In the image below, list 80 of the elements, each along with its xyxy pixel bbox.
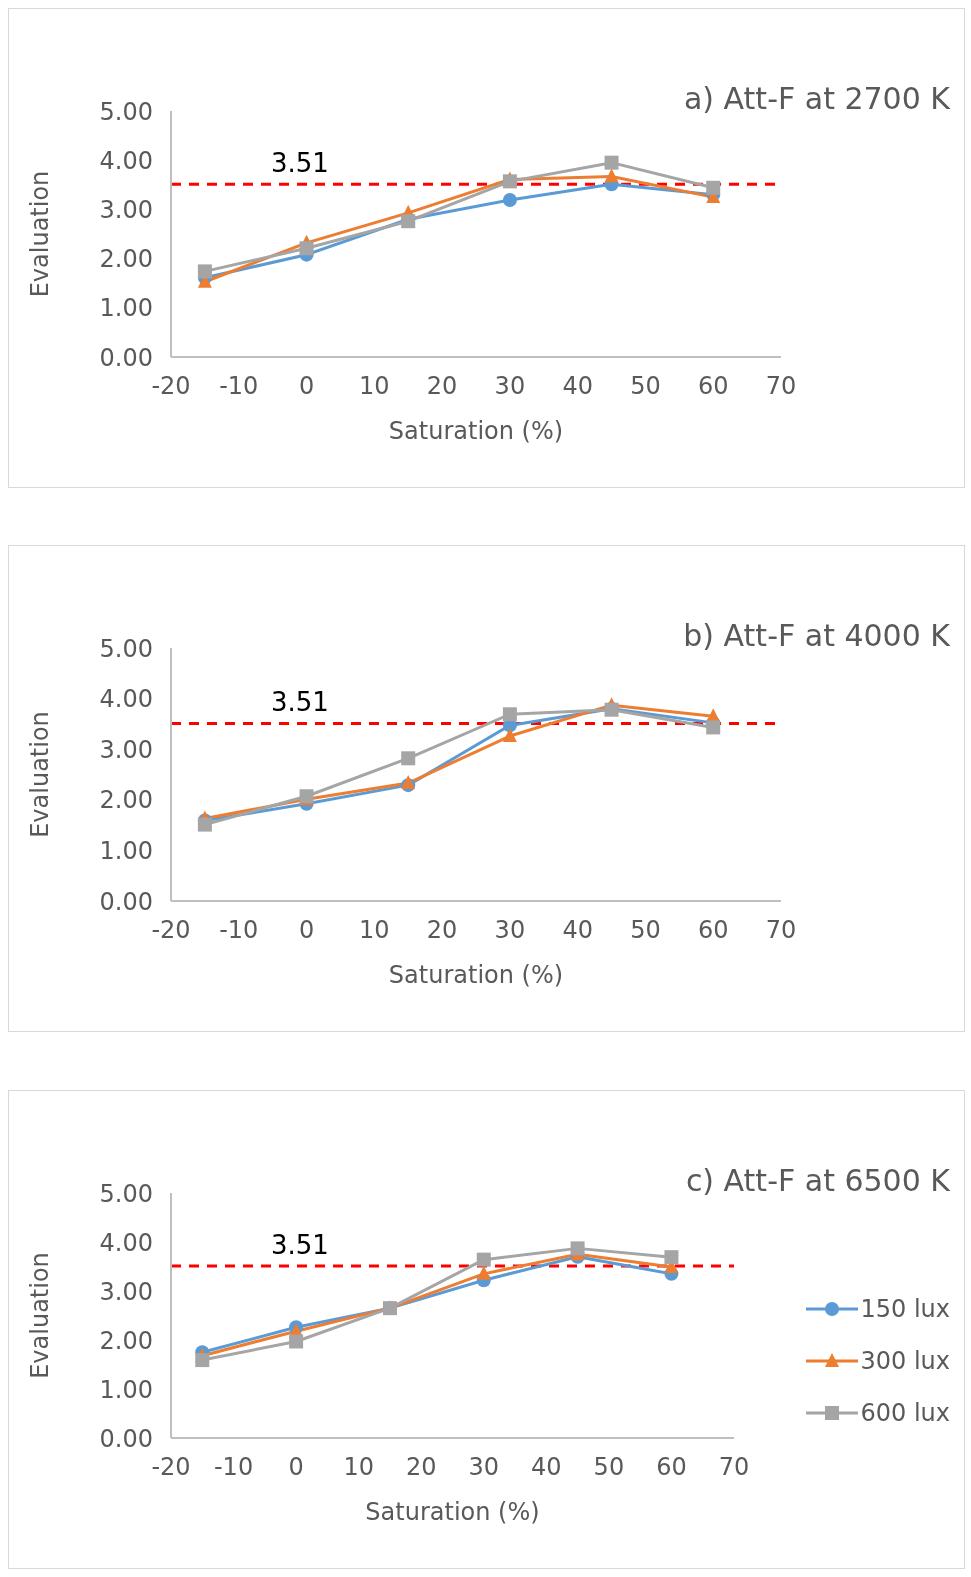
x-tick-label: 40 xyxy=(562,916,593,945)
legend-label: 300 lux xyxy=(860,1347,950,1375)
point xyxy=(476,1265,491,1280)
x-tick-label: 20 xyxy=(405,1453,437,1482)
point xyxy=(604,168,619,183)
y-tick-label: 2.00 xyxy=(99,1326,153,1355)
x-tick-label: 10 xyxy=(343,1453,374,1482)
x-tick-label: 0 xyxy=(288,1453,304,1482)
point xyxy=(195,1353,210,1368)
x-tick-label: -10 xyxy=(219,916,259,945)
chart-title: a) Att-F at 2700 K xyxy=(683,81,950,116)
legend-label: 150 lux xyxy=(860,1295,950,1323)
y-axis-title: Evaluation xyxy=(25,170,54,298)
x-tick-label: 20 xyxy=(426,916,458,945)
x-tick-label: -20 xyxy=(151,372,191,401)
x-tick-label: 40 xyxy=(531,1453,562,1482)
point xyxy=(604,155,619,170)
y-tick-label: 2.00 xyxy=(99,786,153,815)
point xyxy=(664,1250,679,1265)
y-tick-label: 4.00 xyxy=(99,146,153,175)
x-axis-title: Saturation (%) xyxy=(365,1498,540,1526)
x-tick-label: 0 xyxy=(298,372,315,401)
x-tick-label: 20 xyxy=(426,372,458,401)
x-tick-label: 60 xyxy=(697,916,729,945)
point xyxy=(706,720,721,735)
x-tick-label: -20 xyxy=(151,1453,191,1482)
x-tick-label: 10 xyxy=(359,916,390,945)
y-tick-label: 0.00 xyxy=(99,887,153,916)
y-tick-label: 5.00 xyxy=(99,97,153,126)
ref-line-label: 3.51 xyxy=(271,1230,329,1261)
point xyxy=(706,180,721,195)
point xyxy=(401,751,416,766)
x-axis-title: Saturation (%) xyxy=(388,417,564,445)
x-tick-label: 0 xyxy=(298,916,315,945)
point xyxy=(197,264,212,279)
y-tick-label: 3.00 xyxy=(99,195,153,224)
x-tick-label: 50 xyxy=(593,1453,625,1482)
y-tick-label: 0.00 xyxy=(99,1424,153,1453)
x-tick-label: -20 xyxy=(151,916,191,945)
y-tick-label: 3.00 xyxy=(99,1277,153,1306)
y-tick-label: 4.00 xyxy=(99,1228,153,1257)
y-tick-label: 5.00 xyxy=(99,1179,153,1208)
x-tick-label: 50 xyxy=(630,372,661,401)
point xyxy=(289,1334,304,1349)
y-tick-label: 1.00 xyxy=(99,294,153,323)
point xyxy=(570,1241,585,1256)
x-tick-label: 70 xyxy=(765,916,797,945)
y-axis-title: Evaluation xyxy=(25,711,54,838)
point xyxy=(502,707,517,722)
x-tick-label: 70 xyxy=(718,1453,750,1482)
y-tick-label: 2.00 xyxy=(99,245,153,274)
y-tick-label: 0.00 xyxy=(99,343,153,372)
chart-title: b) Att-F at 4000 K xyxy=(683,618,950,653)
point xyxy=(502,728,517,743)
y-tick-label: 1.00 xyxy=(99,836,153,865)
legend-label: 600 lux xyxy=(860,1399,950,1427)
point xyxy=(197,817,212,832)
x-tick-label: 60 xyxy=(697,372,729,401)
x-tick-label: -10 xyxy=(219,372,259,401)
x-tick-label: -10 xyxy=(213,1453,254,1482)
y-tick-label: 4.00 xyxy=(99,685,153,714)
point xyxy=(299,241,314,256)
x-tick-label: 70 xyxy=(765,372,797,401)
x-tick-label: 30 xyxy=(468,1453,500,1482)
x-tick-label: 60 xyxy=(656,1453,687,1482)
x-tick-label: 30 xyxy=(494,372,526,401)
x-tick-label: 10 xyxy=(359,372,390,401)
ref-line-label: 3.51 xyxy=(271,148,329,179)
x-axis-title: Saturation (%) xyxy=(388,961,564,989)
text: c) Att-F at 6500 K xyxy=(685,1163,950,1198)
point xyxy=(476,1252,491,1267)
x-tick-label: 30 xyxy=(494,916,526,945)
y-tick-label: 5.00 xyxy=(99,634,153,663)
ref-line-label: 3.51 xyxy=(271,687,329,718)
x-tick-label: 50 xyxy=(630,916,661,945)
y-tick-label: 1.00 xyxy=(99,1375,153,1404)
x-tick-label: 40 xyxy=(562,372,593,401)
point xyxy=(502,193,517,208)
y-axis-title: Evaluation xyxy=(25,1252,54,1379)
y-tick-label: 3.00 xyxy=(99,735,153,764)
